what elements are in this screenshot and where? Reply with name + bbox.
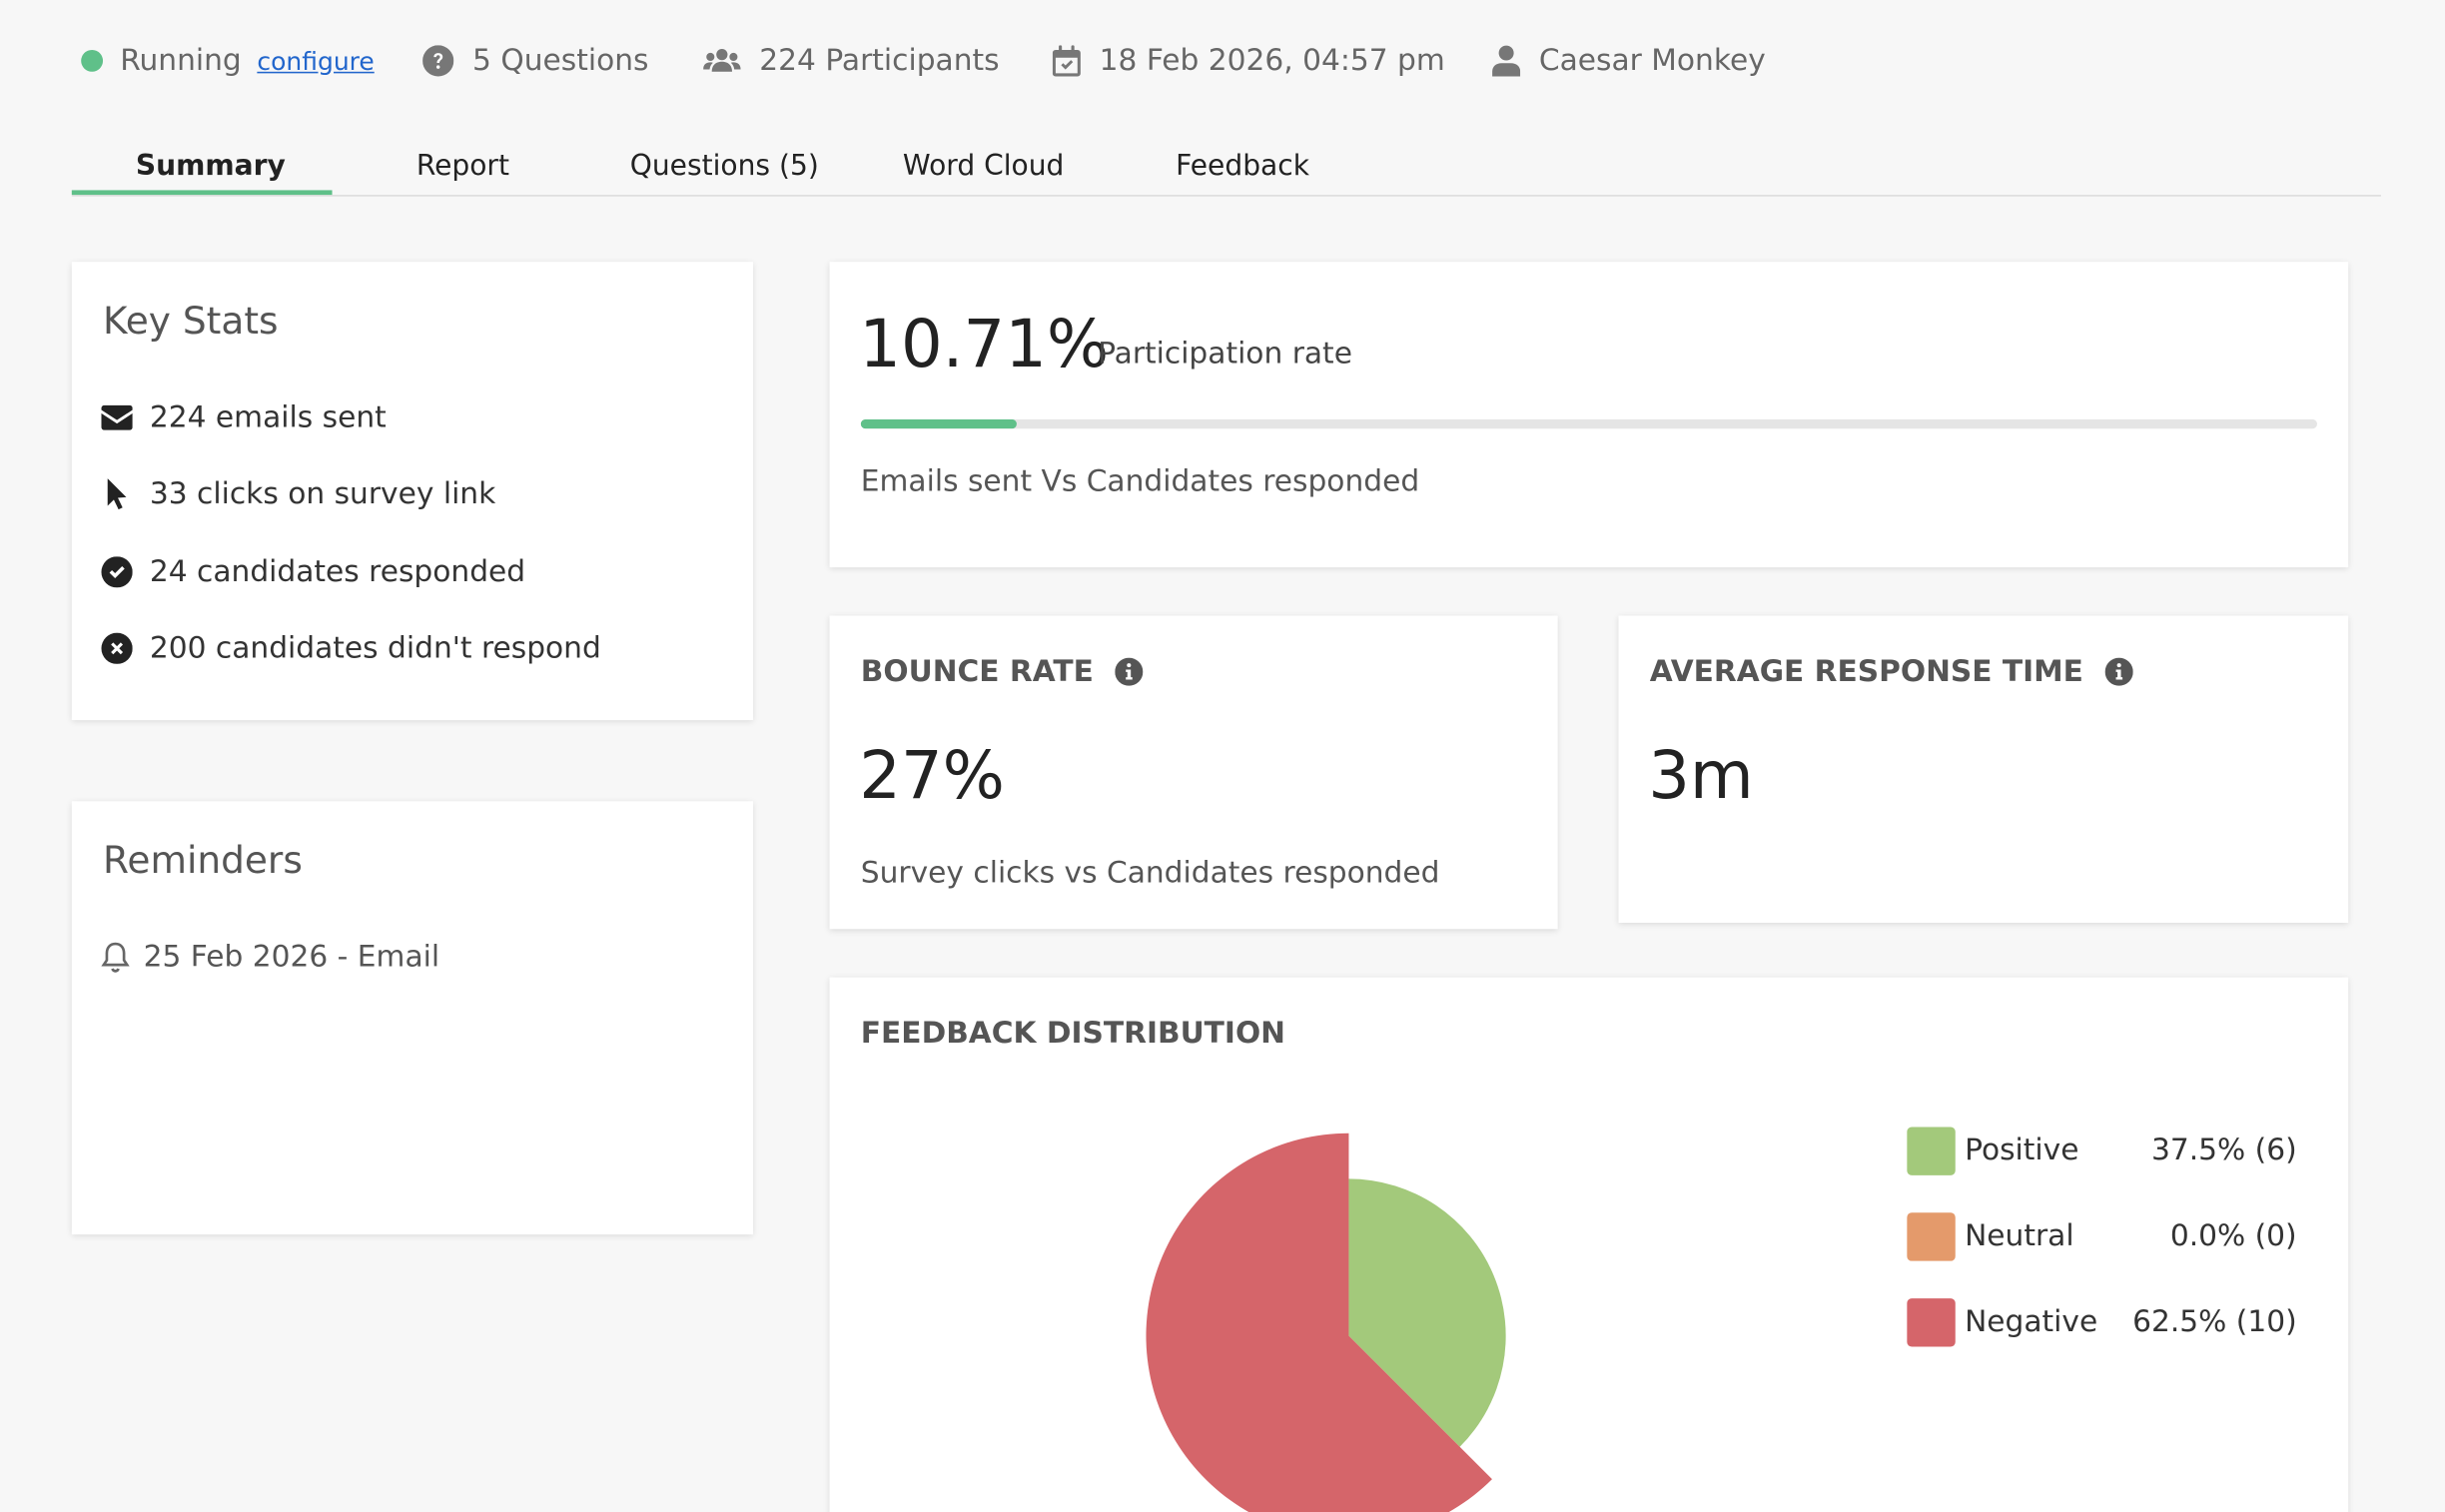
users-icon (703, 49, 741, 72)
participation-rate-value: 10.71% (859, 305, 1110, 382)
legend-item-negative: Negative 62.5% (10) (1907, 1297, 2312, 1347)
avg-response-value: 3m (1648, 737, 1754, 814)
legend-swatch (1907, 1126, 1956, 1175)
participation-card: 10.71% Participation rate Emails sent Vs… (829, 262, 2349, 568)
owner: Caesar Monkey (1492, 41, 1766, 82)
tab-feedback[interactable]: Feedback (1176, 149, 1309, 183)
legend-label: Negative (1965, 1304, 2098, 1339)
key-stats-title: Key Stats (103, 299, 279, 344)
stat-emails-sent: 224 emails sent (101, 400, 387, 435)
legend-item-neutral: Neutral 0.0% (0) (1907, 1211, 2312, 1261)
tab-summary[interactable]: Summary (135, 149, 286, 183)
feedback-distribution-card: FEEDBACK DISTRIBUTION Positive 37.5% (6)… (829, 977, 2349, 1512)
owner-label: Caesar Monkey (1538, 43, 1766, 79)
cursor-icon (107, 478, 127, 510)
envelope-icon (101, 404, 133, 430)
reminder-text: 25 Feb 2026 - Email (143, 940, 440, 975)
check-circle-icon (101, 556, 133, 588)
configure-link[interactable]: configure (257, 46, 375, 76)
info-icon[interactable] (2104, 657, 2133, 686)
avg-response-title: AVERAGE RESPONSE TIME (1650, 653, 2133, 690)
status-label: Running (120, 43, 242, 79)
info-icon[interactable] (1115, 657, 1144, 686)
participation-progress-bar (860, 418, 2317, 429)
participation-rate-label: Participation rate (1098, 337, 1352, 372)
reminders-title: Reminders (103, 838, 303, 883)
question-circle-icon (422, 45, 454, 77)
legend-swatch (1907, 1297, 1956, 1346)
questions-count: 5 Questions (422, 41, 648, 82)
active-tab-indicator (71, 190, 333, 196)
questions-label: 5 Questions (472, 43, 649, 79)
participants-count: 224 Participants (703, 41, 1000, 82)
bounce-rate-card: BOUNCE RATE 27% Survey clicks vs Candida… (829, 615, 1558, 930)
feedback-title: FEEDBACK DISTRIBUTION (860, 1016, 1285, 1051)
x-circle-icon (101, 632, 133, 664)
tab-report[interactable]: Report (415, 149, 510, 183)
status-indicator: Running configure (81, 41, 375, 82)
participation-caption: Emails sent Vs Candidates responded (860, 464, 1420, 499)
legend-swatch (1907, 1211, 1956, 1260)
chart-legend: Positive 37.5% (6) Neutral 0.0% (0) Nega… (1907, 1126, 2312, 1359)
reminders-card: Reminders 25 Feb 2026 - Email (71, 801, 754, 1235)
stat-text: 24 candidates responded (149, 554, 526, 589)
tab-questions[interactable]: Questions (5) (629, 149, 819, 183)
avg-response-card: AVERAGE RESPONSE TIME 3m (1618, 615, 2349, 923)
bounce-rate-title: BOUNCE RATE (861, 653, 1144, 690)
calendar-check-icon (1052, 45, 1081, 77)
bounce-rate-value: 27% (859, 737, 1005, 814)
legend-label: Positive (1965, 1133, 2079, 1168)
bounce-rate-caption: Survey clicks vs Candidates responded (860, 855, 1440, 891)
legend-item-positive: Positive 37.5% (6) (1907, 1126, 2312, 1175)
date-label: 18 Feb 2026, 04:57 pm (1099, 43, 1445, 79)
tab-word-cloud[interactable]: Word Cloud (902, 149, 1065, 183)
created-date: 18 Feb 2026, 04:57 pm (1052, 41, 1445, 82)
stat-text: 33 clicks on survey link (149, 476, 496, 511)
legend-value: 37.5% (6) (2150, 1133, 2297, 1168)
avg-response-title-text: AVERAGE RESPONSE TIME (1649, 654, 2083, 689)
stat-responded: 24 candidates responded (101, 555, 525, 589)
pie-slice-negative[interactable] (1146, 1133, 1492, 1512)
user-icon (1492, 45, 1521, 77)
legend-value: 62.5% (10) (2132, 1304, 2297, 1339)
reminder-item[interactable]: 25 Feb 2026 - Email (101, 940, 440, 975)
legend-value: 0.0% (0) (2169, 1218, 2297, 1253)
key-stats-card: Key Stats 224 emails sent 33 clicks on s… (71, 262, 754, 721)
bell-icon (101, 942, 130, 973)
participants-label: 224 Participants (759, 43, 1000, 79)
progress-fill (860, 418, 1017, 429)
bounce-rate-title-text: BOUNCE RATE (860, 654, 1094, 689)
legend-label: Neutral (1965, 1218, 2074, 1253)
pie-slice-positive[interactable] (1348, 1178, 1506, 1447)
stat-not-responded: 200 candidates didn't respond (101, 631, 601, 666)
status-dot (81, 49, 104, 72)
feedback-pie-chart (1146, 1133, 1506, 1512)
stat-text: 224 emails sent (149, 400, 387, 435)
stat-text: 200 candidates didn't respond (149, 631, 601, 666)
tab-bar: Summary Report Questions (5) Word Cloud … (71, 140, 2381, 197)
stat-clicks: 33 clicks on survey link (101, 477, 495, 511)
